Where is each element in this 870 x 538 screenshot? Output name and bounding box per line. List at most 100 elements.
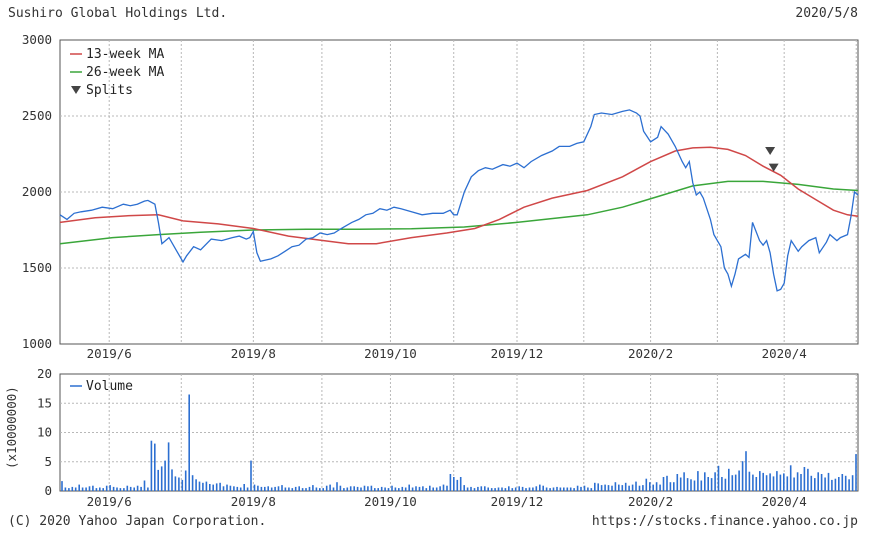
volume-bar <box>167 442 170 491</box>
volume-panel: 0 5 10 15 20 2019/6 2019/8 2019/10 2019/12 2020/… <box>4 366 859 509</box>
price-x-tick-label: 2020/2 <box>628 346 673 361</box>
volume-bar <box>329 484 331 491</box>
volume-bar <box>116 487 118 491</box>
volume-bar <box>349 486 352 491</box>
volume-bar <box>552 487 555 491</box>
volume-bar <box>140 486 142 491</box>
volume-bar <box>449 474 452 491</box>
volume-bar <box>728 468 730 491</box>
volume-bar <box>198 481 201 491</box>
price-line <box>59 109 859 292</box>
volume-bar <box>463 485 465 491</box>
volume-bar <box>810 475 813 491</box>
volume-bar <box>164 460 166 491</box>
volume-bar <box>501 487 503 491</box>
volume-bar <box>157 469 159 491</box>
volume-bar <box>776 471 778 491</box>
volume-bar <box>745 451 747 491</box>
volume-bar <box>638 485 641 491</box>
volume-bar <box>597 483 599 491</box>
chart-date: 2020/5/8 <box>795 6 858 21</box>
volume-bar <box>563 487 565 491</box>
volume-bar <box>714 472 716 491</box>
volume-bar <box>432 487 434 491</box>
legend-label: 13-week MA <box>86 47 164 62</box>
volume-bar <box>136 485 139 491</box>
volume-bar <box>717 465 720 491</box>
volume-bar <box>253 484 256 491</box>
volume-bar <box>377 488 379 491</box>
volume-bar <box>604 484 606 491</box>
volume-bar <box>212 484 214 491</box>
volume-bar <box>521 486 524 491</box>
volume-bar <box>150 440 153 491</box>
volume-x-tick-label: 2020/2 <box>628 494 673 509</box>
volume-bar <box>61 481 63 491</box>
volume-bar <box>631 484 634 491</box>
price-y-tick-label: 3000 <box>22 32 52 47</box>
legend-label: Volume <box>86 379 133 394</box>
volume-bar <box>786 476 789 491</box>
volume-bar <box>573 488 575 491</box>
price-y-tick-label: 2500 <box>22 108 52 123</box>
volume-bar <box>569 487 572 491</box>
volume-bar <box>184 470 187 491</box>
volume-bar <box>209 484 211 491</box>
13-week-ma-line <box>59 146 859 245</box>
volume-bar <box>614 482 617 491</box>
volume-bar <box>112 486 115 491</box>
volume-bar <box>535 486 538 491</box>
volume-bar <box>487 487 489 491</box>
volume-bar <box>820 474 823 491</box>
volume-bar <box>693 480 696 491</box>
volume-bar <box>514 487 517 491</box>
price-x-tick-label: 2019/6 <box>87 346 132 361</box>
volume-bar <box>425 488 428 491</box>
volume-bar <box>700 480 703 491</box>
volume-bar <box>394 487 397 491</box>
split-markers <box>765 146 779 172</box>
volume-bar <box>459 477 462 491</box>
volume-bar <box>655 482 658 491</box>
volume-bar <box>415 486 417 491</box>
volume-bar <box>762 472 764 491</box>
volume-bar <box>473 488 476 491</box>
volume-bar <box>814 478 816 491</box>
price-x-tick-label: 2019/12 <box>491 346 544 361</box>
volume-bar <box>105 485 108 491</box>
volume-bar <box>480 486 483 491</box>
source-url-link[interactable]: https://stocks.finance.yahoo.co.jp <box>591 514 858 529</box>
volume-bar <box>710 478 713 491</box>
volume-bar <box>539 484 541 491</box>
volume-bar <box>411 487 414 491</box>
volume-bar <box>731 475 734 491</box>
volume-bar <box>827 472 830 491</box>
volume-bar <box>360 487 362 491</box>
volume-bar <box>683 472 685 491</box>
volume-bar <box>446 485 448 491</box>
volume-bar <box>367 486 369 491</box>
volume-y-axis: 0 5 10 15 20 <box>37 366 52 498</box>
volume-bar <box>408 484 410 491</box>
volume-bar <box>676 474 679 491</box>
volume-bar <box>769 473 771 491</box>
volume-bar <box>294 486 297 491</box>
volume-bar <box>370 485 373 491</box>
volume-bar <box>243 484 245 491</box>
volume-bar <box>484 486 486 491</box>
volume-bar <box>363 485 366 491</box>
volume-bar <box>219 482 221 491</box>
volume-bar <box>673 482 675 491</box>
volume-x-tick-label: 2020/4 <box>762 494 807 509</box>
volume-bar <box>466 487 469 491</box>
volume-bar <box>188 394 190 491</box>
volume-bar <box>284 487 287 491</box>
volume-bar <box>291 488 294 491</box>
volume-bar <box>123 488 125 491</box>
volume-bar <box>594 482 596 491</box>
volume-bar <box>129 486 132 491</box>
volume-bar <box>793 477 795 491</box>
volume-bar <box>549 488 551 491</box>
volume-bar <box>336 482 338 491</box>
volume-bar <box>645 478 648 491</box>
